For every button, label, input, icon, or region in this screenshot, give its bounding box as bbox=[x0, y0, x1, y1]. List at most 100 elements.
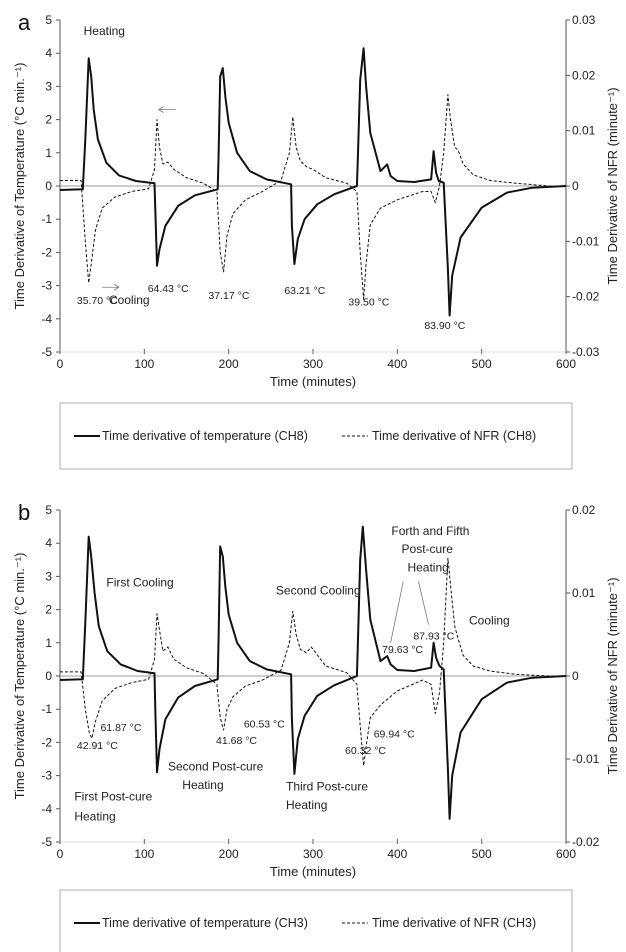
left-tick-label: 0 bbox=[45, 179, 52, 193]
left-tick-label: 0 bbox=[45, 669, 52, 683]
temperature-series-line bbox=[59, 47, 567, 317]
x-tick-label: 100 bbox=[134, 847, 154, 861]
annotation-label: 60.32 °C bbox=[345, 745, 386, 757]
annotation-label: Forth and Fifth bbox=[391, 524, 469, 538]
legend-entry: Time derivative of NFR (CH8) bbox=[372, 429, 536, 443]
left-tick-label: 5 bbox=[45, 503, 52, 517]
annotation-label: 69.94 °C bbox=[374, 728, 415, 740]
left-y-axis-label: Time Derivative of Temperature (°C min.⁻… bbox=[12, 63, 27, 310]
right-tick-label: 0.02 bbox=[572, 503, 596, 517]
x-axis-label: Time (minutes) bbox=[270, 374, 356, 389]
chart-panel-a: a 5 4 3 2 1 0 -1 -2 -3 -4 -5 0.03 0.02 0.01 0 -0.01 -0.02… bbox=[12, 10, 620, 470]
x-tick-label: 0 bbox=[57, 357, 64, 371]
left-axis-arrow-head bbox=[158, 106, 164, 113]
left-tick-label: -3 bbox=[41, 279, 52, 293]
left-tick-label: -3 bbox=[41, 769, 52, 783]
right-y-axis-label: Time Derivative of NFR (minute⁻¹) bbox=[605, 87, 620, 284]
annotation-label: Heating bbox=[74, 809, 115, 823]
annotation-label: 39.50 °C bbox=[348, 297, 389, 309]
left-tick-label: -1 bbox=[41, 702, 52, 716]
x-tick-label: 400 bbox=[387, 357, 407, 371]
annotation-label: 61.87 °C bbox=[100, 722, 141, 734]
annotation-label: 37.17 °C bbox=[208, 290, 249, 302]
left-tick-label: -1 bbox=[41, 212, 52, 226]
annotation-label: Second Post-cure bbox=[168, 760, 264, 774]
legend-entry: Time derivative of temperature (CH8) bbox=[102, 429, 308, 443]
panel-label: b bbox=[18, 500, 30, 525]
annotation-label: 60.53 °C bbox=[244, 718, 285, 730]
left-tick-label: 1 bbox=[45, 636, 52, 650]
left-tick-label: 1 bbox=[45, 146, 52, 160]
pointer-arrow bbox=[390, 581, 404, 643]
legend-entry: Time derivative of NFR (CH3) bbox=[372, 916, 536, 930]
left-tick-label: -2 bbox=[41, 735, 52, 749]
right-axis-arrow-head bbox=[113, 283, 120, 291]
x-tick-label: 500 bbox=[472, 847, 492, 861]
right-tick-label: 0.03 bbox=[572, 13, 596, 27]
left-tick-label: 2 bbox=[45, 603, 52, 617]
right-tick-label: 0.01 bbox=[572, 586, 596, 600]
right-tick-label: -0.03 bbox=[572, 345, 600, 359]
annotation-label: 35.70 °C bbox=[77, 295, 118, 307]
left-tick-label: -5 bbox=[41, 835, 52, 849]
right-tick-label: 0 bbox=[572, 179, 579, 193]
left-tick-label: -4 bbox=[41, 802, 52, 816]
legend-entry: Time derivative of temperature (CH3) bbox=[102, 916, 308, 930]
annotation-label: 83.90 °C bbox=[424, 320, 465, 332]
x-tick-label: 500 bbox=[472, 357, 492, 371]
annotation-label: First Cooling bbox=[106, 575, 173, 589]
left-y-axis-label: Time Derivative of Temperature (°C min.⁻… bbox=[12, 553, 27, 800]
legend: Time derivative of temperature (CH3) Time… bbox=[59, 889, 573, 952]
annotation-label: Third Post-cure bbox=[286, 780, 368, 794]
left-tick-label: 3 bbox=[45, 79, 52, 93]
legend: Time derivative of temperature (CH8) Time… bbox=[59, 402, 573, 470]
left-tick-label: -5 bbox=[41, 345, 52, 359]
left-tick-label: 4 bbox=[45, 536, 52, 550]
right-tick-label: 0.02 bbox=[572, 68, 596, 82]
annotation-label: 87.93 °C bbox=[413, 630, 454, 642]
annotation-label: Cooling bbox=[109, 293, 150, 307]
x-tick-label: 300 bbox=[303, 847, 323, 861]
left-tick-label: 5 bbox=[45, 13, 52, 27]
annotation-label: Second Cooling bbox=[276, 584, 361, 598]
temperature-series-line bbox=[59, 525, 567, 820]
annotation-label: First Post-cure bbox=[74, 790, 152, 804]
x-tick-label: 200 bbox=[219, 357, 239, 371]
left-tick-label: -4 bbox=[41, 312, 52, 326]
x-tick-label: 300 bbox=[303, 357, 323, 371]
left-tick-label: -2 bbox=[41, 245, 52, 259]
left-tick-label: 3 bbox=[45, 569, 52, 583]
x-tick-label: 600 bbox=[556, 357, 576, 371]
left-tick-label: 2 bbox=[45, 113, 52, 127]
annotation-label: Heating bbox=[84, 24, 125, 38]
right-tick-label: -0.02 bbox=[572, 835, 600, 849]
annotation-label: Heating bbox=[182, 778, 223, 792]
annotation-label: Heating bbox=[407, 560, 448, 574]
x-tick-label: 400 bbox=[387, 847, 407, 861]
x-tick-label: 0 bbox=[57, 847, 64, 861]
left-tick-label: 4 bbox=[45, 46, 52, 60]
x-tick-label: 100 bbox=[134, 357, 154, 371]
chart-panel-b: b 5 4 3 2 1 0 -1 -2 -3 -4 -5 0.02 0.01 0 -0.01 -0.02 0 100… bbox=[12, 500, 620, 952]
annotation-label: Post-cure bbox=[402, 542, 454, 556]
right-y-axis-label: Time Derivative of NFR (minute⁻¹) bbox=[605, 577, 620, 774]
annotation-label: Cooling bbox=[469, 614, 510, 628]
legend-box bbox=[59, 889, 573, 952]
annotation-label: 41.68 °C bbox=[216, 735, 257, 747]
panel-label: a bbox=[18, 10, 31, 35]
right-tick-label: -0.02 bbox=[572, 290, 600, 304]
annotation-label: 64.43 °C bbox=[148, 283, 189, 295]
right-tick-label: -0.01 bbox=[572, 752, 600, 766]
right-tick-label: -0.01 bbox=[572, 234, 600, 248]
x-tick-label: 200 bbox=[219, 847, 239, 861]
legend-box bbox=[59, 402, 573, 470]
annotation-label: 79.63 °C bbox=[382, 644, 423, 656]
annotation-label: 42.91 °C bbox=[77, 740, 118, 752]
annotation-label: Heating bbox=[286, 798, 327, 812]
nfr-series-line bbox=[60, 94, 566, 300]
x-tick-label: 600 bbox=[556, 847, 576, 861]
right-tick-label: 0 bbox=[572, 669, 579, 683]
x-axis-label: Time (minutes) bbox=[270, 864, 356, 879]
annotation-label: 63.21 °C bbox=[284, 285, 325, 297]
